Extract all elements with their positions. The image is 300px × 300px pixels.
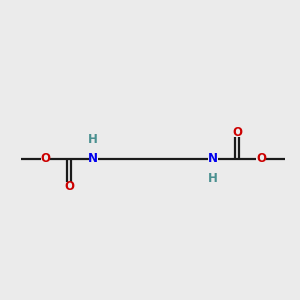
Text: N: N	[88, 152, 98, 166]
Text: O: O	[256, 152, 266, 166]
Text: O: O	[40, 152, 50, 166]
Text: O: O	[64, 179, 74, 193]
Text: H: H	[208, 172, 218, 185]
Text: O: O	[232, 125, 242, 139]
Text: H: H	[88, 133, 98, 146]
Text: N: N	[208, 152, 218, 166]
